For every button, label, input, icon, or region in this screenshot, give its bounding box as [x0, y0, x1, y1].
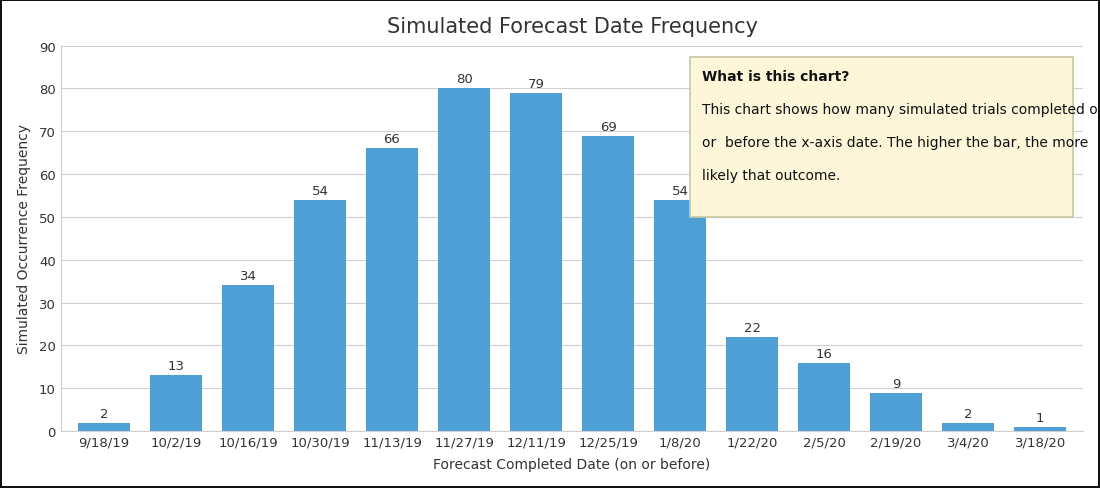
Text: 13: 13 — [167, 360, 185, 373]
Bar — [78, 423, 130, 431]
Bar — [438, 89, 490, 431]
Title: Simulated Forecast Date Frequency: Simulated Forecast Date Frequency — [386, 17, 758, 37]
Text: 2: 2 — [100, 407, 108, 420]
Bar — [150, 376, 202, 431]
Bar — [654, 201, 706, 431]
Bar — [294, 201, 345, 431]
Bar — [222, 286, 274, 431]
Text: 54: 54 — [672, 184, 689, 197]
Text: 1: 1 — [1036, 411, 1044, 424]
Text: 34: 34 — [240, 270, 256, 283]
Text: 80: 80 — [455, 73, 472, 86]
Bar — [943, 423, 994, 431]
Text: This chart shows how many simulated trials completed on: This chart shows how many simulated tria… — [702, 103, 1100, 117]
Text: likely that outcome.: likely that outcome. — [702, 168, 840, 183]
X-axis label: Forecast Completed Date (on or before): Forecast Completed Date (on or before) — [433, 457, 711, 471]
Bar — [366, 149, 418, 431]
Text: 9: 9 — [892, 377, 900, 390]
Y-axis label: Simulated Occurrence Frequency: Simulated Occurrence Frequency — [16, 124, 31, 354]
Bar — [799, 363, 850, 431]
Bar — [870, 393, 922, 431]
Bar — [582, 136, 634, 431]
Bar — [726, 337, 778, 431]
Text: 79: 79 — [528, 78, 544, 90]
Text: 2: 2 — [964, 407, 972, 420]
Bar — [1014, 427, 1066, 431]
Text: 66: 66 — [384, 133, 400, 146]
FancyBboxPatch shape — [690, 58, 1074, 218]
Text: 22: 22 — [744, 321, 760, 334]
Text: or  before the x-axis date. The higher the bar, the more: or before the x-axis date. The higher th… — [702, 136, 1088, 150]
Text: 54: 54 — [311, 184, 329, 197]
Text: 69: 69 — [600, 120, 616, 133]
Text: 16: 16 — [815, 347, 833, 360]
Text: What is this chart?: What is this chart? — [702, 70, 849, 84]
Bar — [510, 94, 562, 431]
